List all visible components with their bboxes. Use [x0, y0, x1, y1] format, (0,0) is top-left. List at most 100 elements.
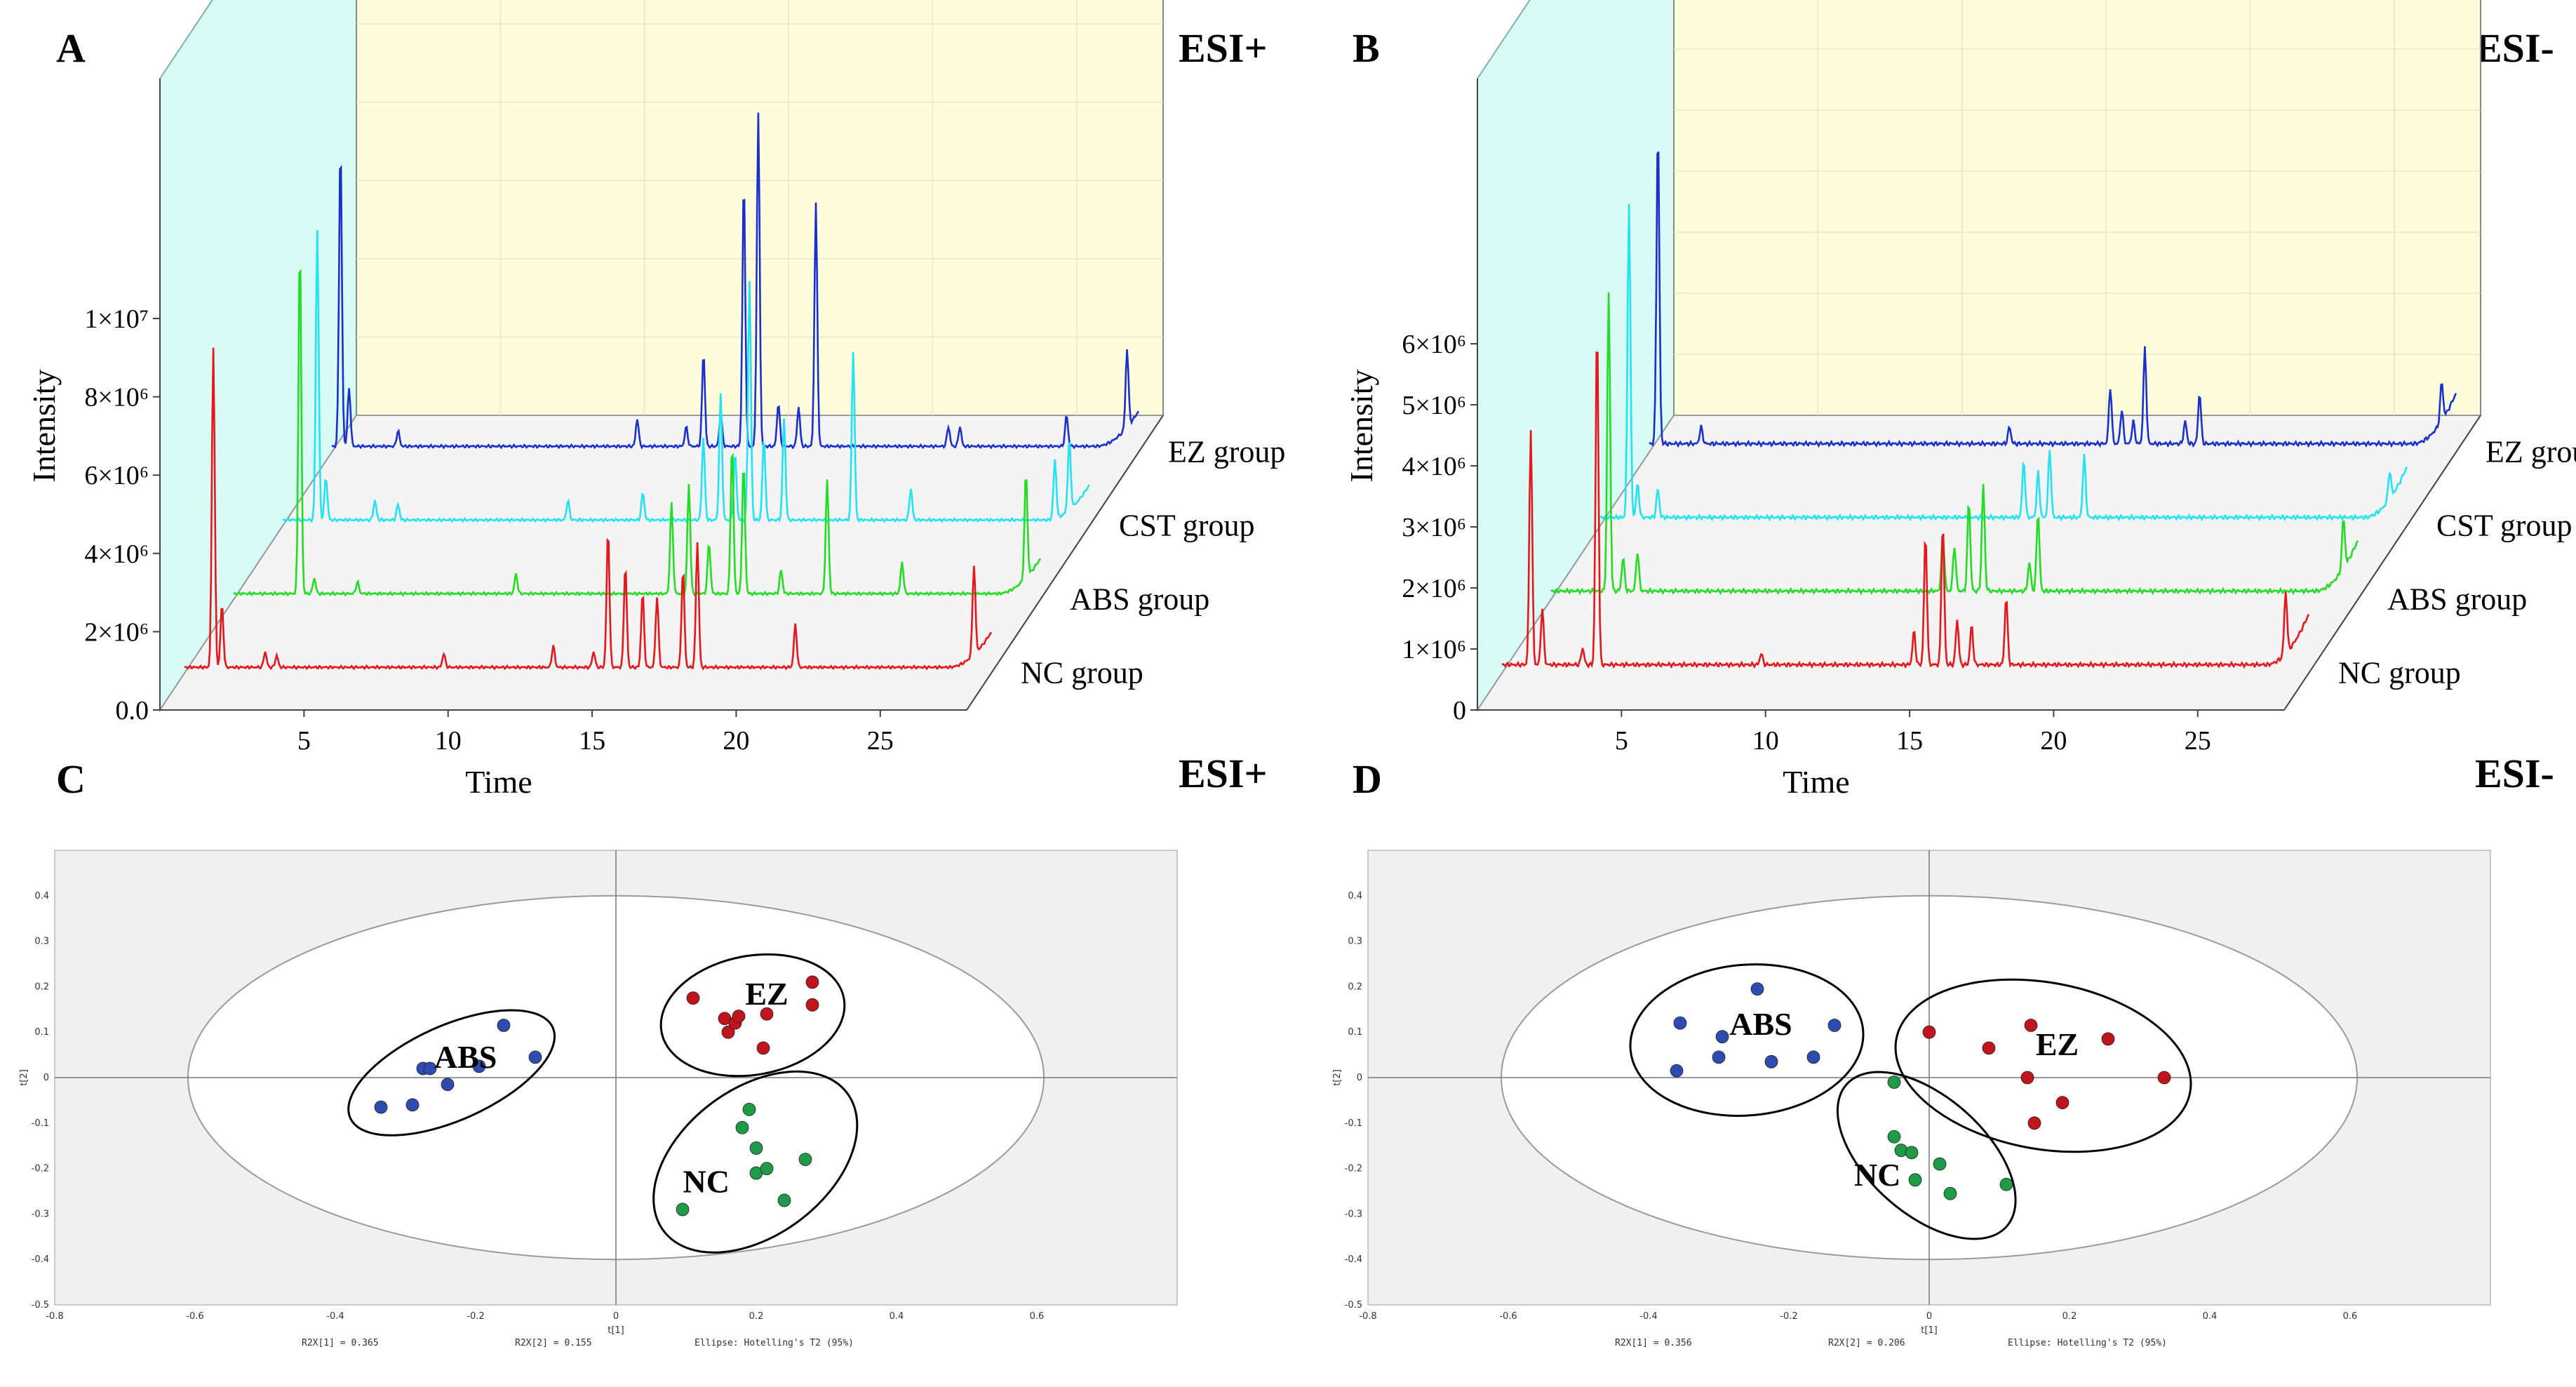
- score-point-ez: [2101, 1032, 2115, 1046]
- panel-d-score-plot: D ESI- -0.8 -0.6 -0.4 -0.2 0 0.2 0.4 0.6-0.5-0.…: [1332, 751, 2554, 1348]
- x-tick-label: -0.8: [46, 1311, 63, 1322]
- panel-a-letter: A: [56, 25, 86, 71]
- trace-abs-group: [233, 268, 1042, 597]
- x-tick-label: 0: [1926, 1311, 1932, 1322]
- score-point-abs: [1750, 982, 1764, 996]
- cluster-ellipse-nc: [652, 1070, 859, 1254]
- x-tick-label: 0.6: [1030, 1311, 1045, 1322]
- score-point-nc: [735, 1120, 749, 1134]
- y-tick-label: 0.1: [34, 1027, 49, 1038]
- x-tick-label: -0.4: [1639, 1311, 1657, 1322]
- score-point-ez: [2020, 1071, 2034, 1085]
- score-point-abs: [1806, 1050, 1820, 1064]
- x-tick-label: 5: [1615, 726, 1628, 756]
- y-tick-label: 4×10⁶: [1402, 452, 1466, 481]
- chart-a-area: 0.0 2×10⁶ 4×10⁶ 6×10⁶ 8×10⁶ 1×10⁷ 5 10 15 20 25 Tim…: [26, 0, 1285, 800]
- score-point-ez: [2027, 1116, 2041, 1130]
- panel-a-mode: ESI+: [1179, 25, 1268, 71]
- chart-b-area: 0 1×10⁶ 2×10⁶ 3×10⁶ 4×10⁶ 5×10⁶ 6×10⁶ 5 10 15 20 25…: [1343, 0, 2576, 800]
- score-point-abs: [1715, 1030, 1729, 1044]
- score-point-nc: [1887, 1076, 1901, 1089]
- cluster-label-nc: NC: [683, 1164, 730, 1200]
- score-point-abs: [1827, 1019, 1842, 1032]
- score-point-abs: [423, 1061, 437, 1076]
- y-tick-label: 2×10⁶: [84, 617, 149, 647]
- trace-ez-group: [331, 112, 1140, 450]
- x-tick-label: -0.2: [1780, 1311, 1797, 1322]
- trace-cst-group: [282, 229, 1091, 523]
- y-tick-label: 0: [1357, 1073, 1362, 1083]
- y-tick-label: -0.2: [1345, 1164, 1362, 1174]
- trace-ez-group: [1649, 151, 2457, 448]
- depth-axis-line: [966, 415, 1164, 711]
- score-point-ez: [805, 998, 819, 1012]
- cluster-label-abs: ABS: [434, 1039, 497, 1075]
- score-point-nc: [798, 1153, 812, 1167]
- y-tick-label: -0.4: [1345, 1254, 1362, 1265]
- y-tick-label: 8×10⁶: [84, 383, 149, 413]
- x-tick-label: 0.4: [890, 1311, 904, 1322]
- x-tick-label: 20: [723, 726, 749, 756]
- score-point-abs: [1673, 1016, 1687, 1030]
- series-label: NC group: [2338, 656, 2461, 690]
- score-point-abs: [528, 1050, 542, 1064]
- y-tick-label: 0.3: [1348, 937, 1362, 947]
- panel-d-letter: D: [1353, 756, 1382, 802]
- cluster-ellipse-abs: [1629, 963, 1865, 1117]
- footer-text: R2X[1] = 0.356: [1615, 1338, 1692, 1348]
- panel-c-letter: C: [56, 756, 86, 802]
- y-axis-title: t[2]: [19, 1069, 29, 1086]
- y-tick-label: 0: [43, 1073, 49, 1083]
- chart-d-area: -0.8 -0.6 -0.4 -0.2 0 0.2 0.4 0.6 -0.5 -0.4 -0.3 -0…: [1332, 850, 2491, 1348]
- cluster-label-abs: ABS: [1729, 1006, 1792, 1042]
- y-tick-label: 6×10⁶: [84, 461, 149, 490]
- x-tick-label: 0.2: [749, 1311, 764, 1322]
- trace-cst-group: [1599, 203, 2408, 522]
- x-tick-label: 25: [2185, 726, 2211, 756]
- score-point-nc: [1908, 1173, 1922, 1187]
- score-point-abs: [472, 1059, 486, 1073]
- cluster-label-ez: EZ: [745, 976, 788, 1012]
- series-label: ABS group: [1070, 582, 1209, 617]
- score-point-nc: [742, 1102, 756, 1116]
- x-tick-label: -0.6: [1499, 1311, 1517, 1322]
- x-axis-title: t[1]: [1921, 1325, 1938, 1336]
- y-tick-label: 6×10⁶: [1402, 330, 1466, 359]
- series-label: CST group: [2436, 509, 2572, 543]
- y-tick-label: 5×10⁶: [1402, 391, 1466, 420]
- y-tick-label: 0.2: [1348, 981, 1362, 992]
- y-tick-label: 1×10⁶: [1402, 635, 1466, 664]
- y-tick-label: 0.2: [34, 981, 49, 992]
- score-point-ez: [686, 991, 700, 1005]
- score-point-ez: [760, 1007, 774, 1021]
- y-tick-label: 0.3: [34, 937, 49, 947]
- score-point-nc: [1943, 1186, 1957, 1200]
- score-point-abs: [441, 1078, 455, 1092]
- trace-abs-group: [1550, 292, 2359, 596]
- score-point-nc: [1933, 1157, 1947, 1171]
- y-tick-label: 0.4: [34, 891, 49, 902]
- score-point-abs: [497, 1019, 511, 1032]
- trace-nc-group: [1501, 351, 2310, 669]
- x-tick-label: 0.4: [2203, 1311, 2218, 1322]
- cluster-label-ez: EZ: [2036, 1026, 2079, 1062]
- x-axis-title: Time: [1783, 764, 1849, 800]
- y-tick-label: -0.3: [1345, 1209, 1362, 1219]
- y-tick-label: -0.1: [1345, 1118, 1362, 1129]
- x-tick-label: 0.6: [2343, 1311, 2358, 1322]
- score-point-ez: [756, 1041, 770, 1055]
- y-tick-label: 0.0: [116, 696, 149, 725]
- panel-d-mode: ESI-: [2475, 751, 2554, 796]
- score-point-nc: [1905, 1146, 1919, 1160]
- score-point-ez: [2024, 1019, 2038, 1032]
- series-label: ABS group: [2387, 582, 2527, 617]
- score-point-nc: [676, 1202, 690, 1217]
- y-tick-label: -0.5: [32, 1300, 49, 1311]
- score-point-abs: [374, 1100, 388, 1114]
- series-label: NC group: [1021, 656, 1143, 690]
- x-tick-label: -0.2: [467, 1311, 484, 1322]
- series-label: EZ group: [1168, 435, 1285, 469]
- x-tick-label: 10: [1752, 726, 1779, 756]
- score-point-nc: [749, 1141, 763, 1155]
- footer-text: R2X[2] = 0.206: [1828, 1338, 1905, 1348]
